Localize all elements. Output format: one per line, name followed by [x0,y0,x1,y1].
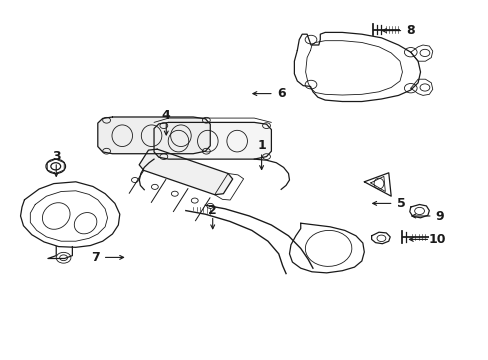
Text: 1: 1 [257,139,265,152]
Text: 8: 8 [406,24,414,37]
Polygon shape [139,149,232,195]
Text: 9: 9 [435,210,444,222]
Text: 6: 6 [276,87,285,100]
Polygon shape [98,117,210,154]
Text: 4: 4 [162,109,170,122]
Text: 10: 10 [428,233,446,246]
Text: 2: 2 [208,204,217,217]
Polygon shape [154,122,271,159]
Text: 5: 5 [396,197,405,210]
Text: 3: 3 [52,150,61,163]
Text: 7: 7 [91,251,100,264]
